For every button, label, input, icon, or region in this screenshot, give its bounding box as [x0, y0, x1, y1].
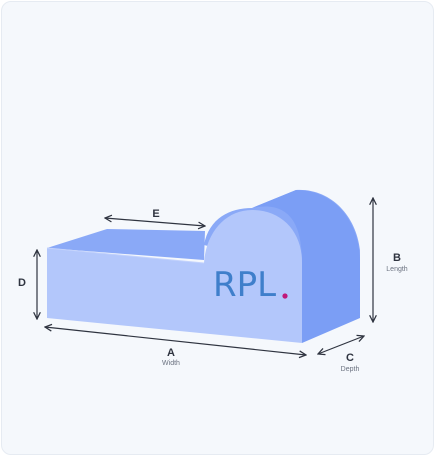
wedge-top-face — [47, 229, 205, 260]
rpl-logo-text: RPL — [213, 265, 276, 305]
dimension-d-letter: D — [18, 277, 26, 289]
dimension-b-letter: B — [393, 252, 401, 264]
dimension-c-label: Depth — [341, 366, 360, 373]
dimension-c-letter: C — [346, 352, 354, 364]
dimension-a-letter: A — [167, 347, 175, 359]
dimension-e-line — [105, 218, 205, 226]
dimension-e: E — [105, 208, 205, 226]
wedge-front-face — [47, 210, 302, 343]
dimension-d: D — [18, 250, 37, 319]
dimension-e-letter: E — [152, 208, 159, 220]
dimension-b: B Length — [373, 198, 408, 322]
wedge-side-face — [252, 190, 360, 343]
dimension-a-line — [45, 327, 306, 355]
foam-wedge-shape — [46, 189, 360, 343]
dimension-a-label: Width — [162, 360, 180, 367]
rpl-logo-dot — [282, 293, 288, 299]
dimension-a: A Width — [45, 327, 306, 367]
dimension-c-line — [318, 336, 364, 354]
dimension-c: C Depth — [318, 336, 364, 373]
dimension-b-label: Length — [386, 266, 408, 273]
